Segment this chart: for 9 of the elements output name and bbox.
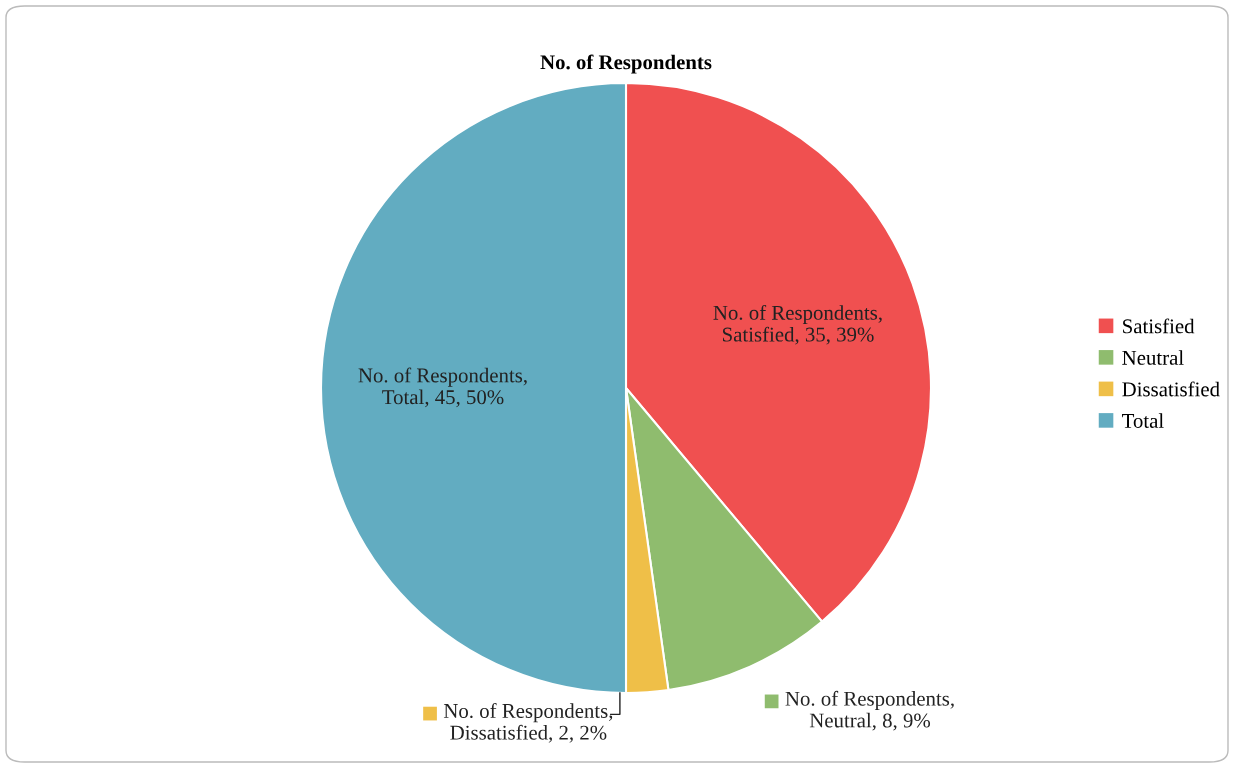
legend-label: Satisfied — [1123, 318, 1195, 334]
legend-label: Neutral — [1122, 350, 1184, 365]
data-label: No. of Respondents, Neutral, 8, 9% — [785, 690, 954, 731]
data-label: No. of Respondents, Total, 45, 50% — [358, 367, 527, 408]
data-label: No. of Respondents, Satisfied, 35, 39% — [713, 304, 882, 345]
legend-label: Total — [1122, 413, 1164, 428]
chart-title: No. of Respondents — [540, 54, 712, 74]
data-label: No. of Respondents, Dissatisfied, 2, 2% — [443, 703, 613, 743]
legend-label: Dissatisfied — [1122, 381, 1220, 397]
